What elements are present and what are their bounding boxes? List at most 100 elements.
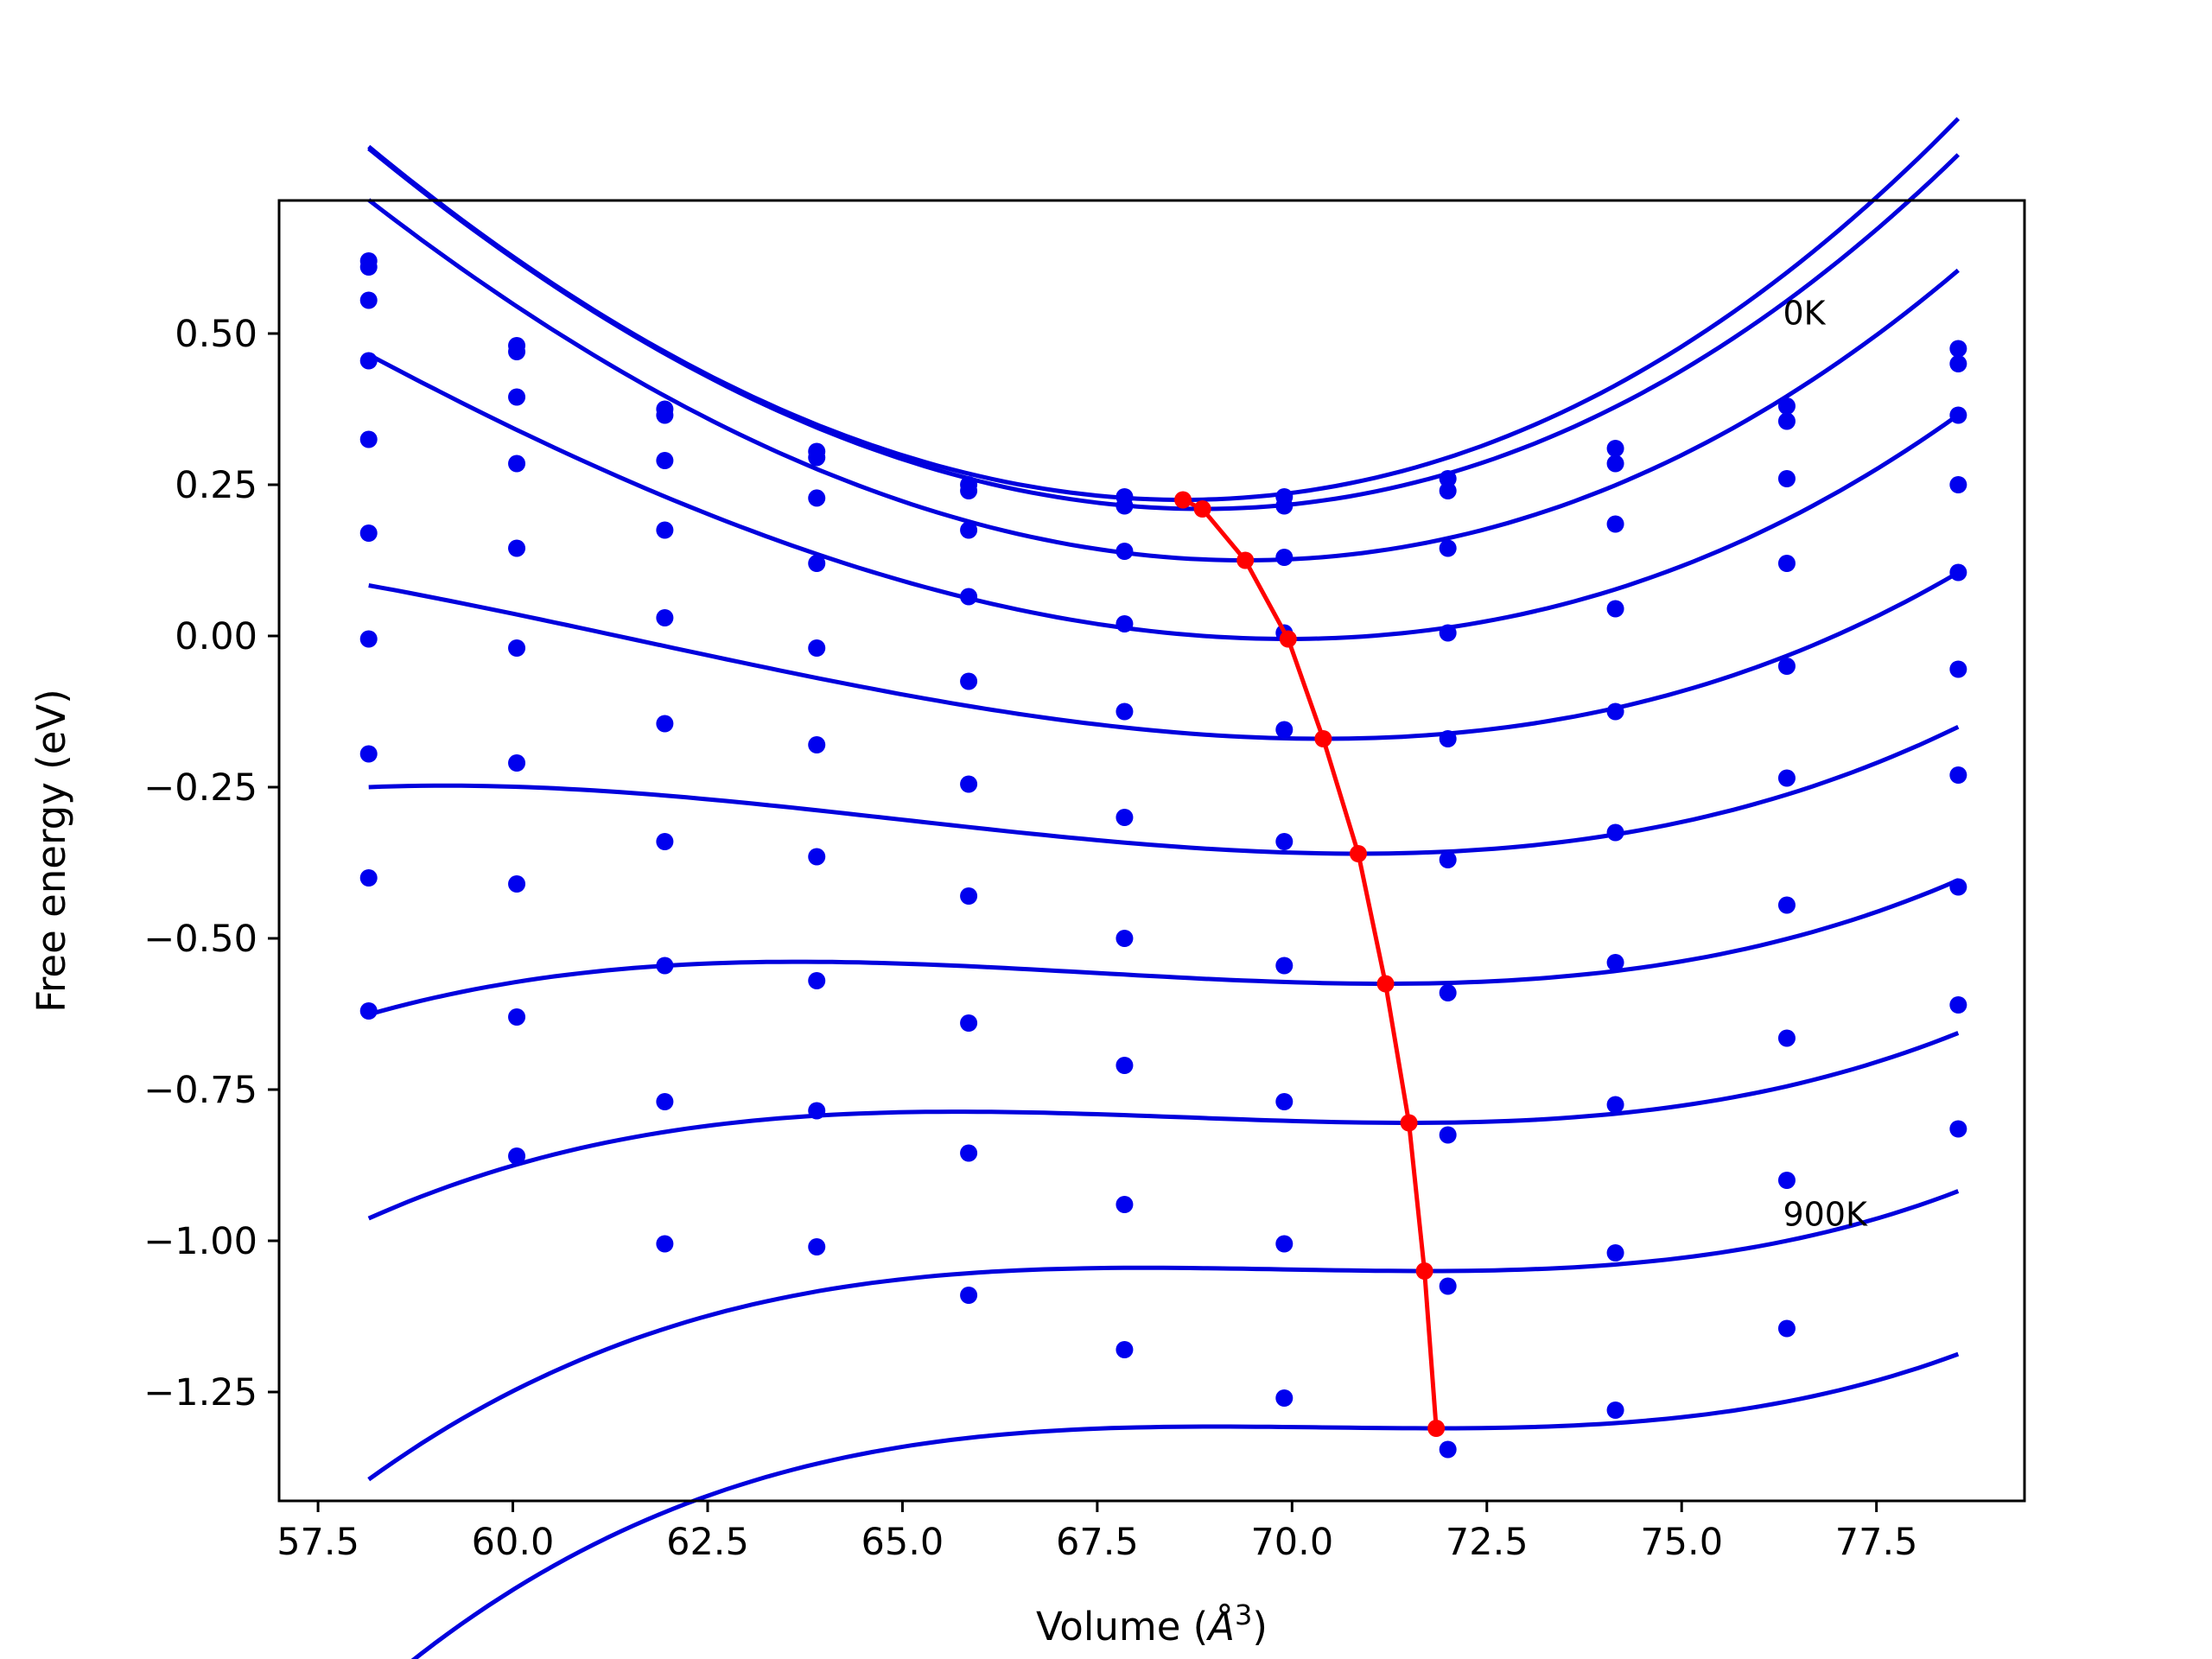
plot-frame [277,199,2026,1503]
data-point [960,1014,978,1032]
x-tick-label: 65.0 [861,1521,944,1564]
data-point [1949,340,1967,358]
equilibrium-point [1279,630,1297,648]
annotations: 0K 900K [1783,295,1868,1234]
data-point [359,430,378,448]
data-point [1439,1277,1457,1295]
data-point [1606,454,1624,473]
y-tick-label: 0.00 [175,615,257,658]
data-point [508,639,526,657]
x-tick-label: 67.5 [1056,1521,1139,1564]
x-axis-ticks: 57.5 60.0 62.5 65.0 67.5 70.0 72.5 75.0 77.5 [276,1501,1918,1564]
y-tick-label: −0.50 [143,918,257,961]
data-point [808,848,826,866]
x-tick-label: 70.0 [1250,1521,1333,1564]
equilibrium-point [1349,845,1367,862]
data-point [1439,539,1457,557]
data-point [1777,769,1796,787]
data-point [1116,1341,1134,1358]
data-point [1949,355,1967,372]
data-point [1777,397,1796,415]
x-tick-label: 62.5 [666,1521,749,1564]
data-point [1116,497,1134,515]
fit-curve-9 [410,1351,1960,1659]
data-point [359,291,378,309]
data-point [508,388,526,406]
data-point [1116,809,1134,826]
y-tick-label: −1.25 [143,1371,257,1414]
data-point [960,1287,978,1304]
data-point [359,524,378,542]
data-point [1606,1244,1624,1262]
equilibrium-point [1376,975,1395,993]
data-point [656,715,674,733]
x-tick-label: 77.5 [1835,1521,1918,1564]
data-point [808,1238,826,1255]
y-axis-ticks: 0.50 0.25 0.00 −0.25 −0.50 −0.75 −1.00 −1.25 [143,313,279,1414]
x-axis-label: Volume (Å3) [1036,1599,1268,1649]
data-point [1275,549,1294,566]
fit-curve-1 [367,146,1961,512]
data-point [1116,930,1134,947]
data-point [1275,497,1294,515]
y-axis-label: Free energy (eV) [29,689,74,1012]
data-point [1949,766,1967,784]
data-point [656,406,674,424]
data-point [508,539,526,557]
data-point [1116,702,1134,721]
data-point [1606,1402,1624,1419]
data-points [359,252,1967,1459]
equilibrium-point [1427,1420,1446,1437]
data-point [656,609,674,626]
data-point [960,1144,978,1162]
data-point [1777,412,1796,430]
data-point [1116,1196,1134,1213]
equilibrium-point [1400,1114,1418,1132]
y-tick-label: −0.25 [143,766,257,810]
fit-curve-2 [367,198,1960,563]
data-point [1777,1319,1796,1338]
data-point [1606,702,1624,721]
x-tick-label: 72.5 [1446,1521,1529,1564]
data-point [808,489,826,507]
data-point [1606,600,1624,618]
data-point [808,448,826,467]
data-point [1606,954,1624,971]
data-point [1439,984,1457,1001]
equilibrium-point [1236,551,1255,569]
data-point [1439,1440,1457,1459]
data-point [808,639,826,657]
equilibrium-point [1193,500,1211,518]
data-point [1949,406,1967,424]
y-tick-label: 0.50 [175,313,257,356]
annotation-label: 900K [1783,1196,1868,1234]
data-point [1949,996,1967,1014]
data-point [808,1102,826,1120]
y-tick-label: −1.00 [143,1220,257,1263]
data-point [1777,470,1796,487]
data-point [1116,543,1134,560]
data-point [359,258,378,276]
data-point [1949,1120,1967,1138]
data-point [656,1093,674,1110]
data-point [359,869,378,887]
fit-curve-4 [368,570,1960,741]
fit-curve-6 [368,878,1960,1017]
data-point [960,775,978,793]
data-point [359,745,378,763]
x-tick-label: 57.5 [276,1521,359,1564]
data-point [1439,1126,1457,1144]
data-point [1777,658,1796,675]
data-point [1777,1172,1796,1189]
data-point [508,875,526,893]
data-point [1949,660,1967,678]
data-point [1439,730,1457,747]
data-point [1777,555,1796,572]
data-point [508,1008,526,1026]
data-point [1777,1029,1796,1047]
data-point [508,1147,526,1165]
data-point [656,452,674,469]
data-point [508,754,526,772]
